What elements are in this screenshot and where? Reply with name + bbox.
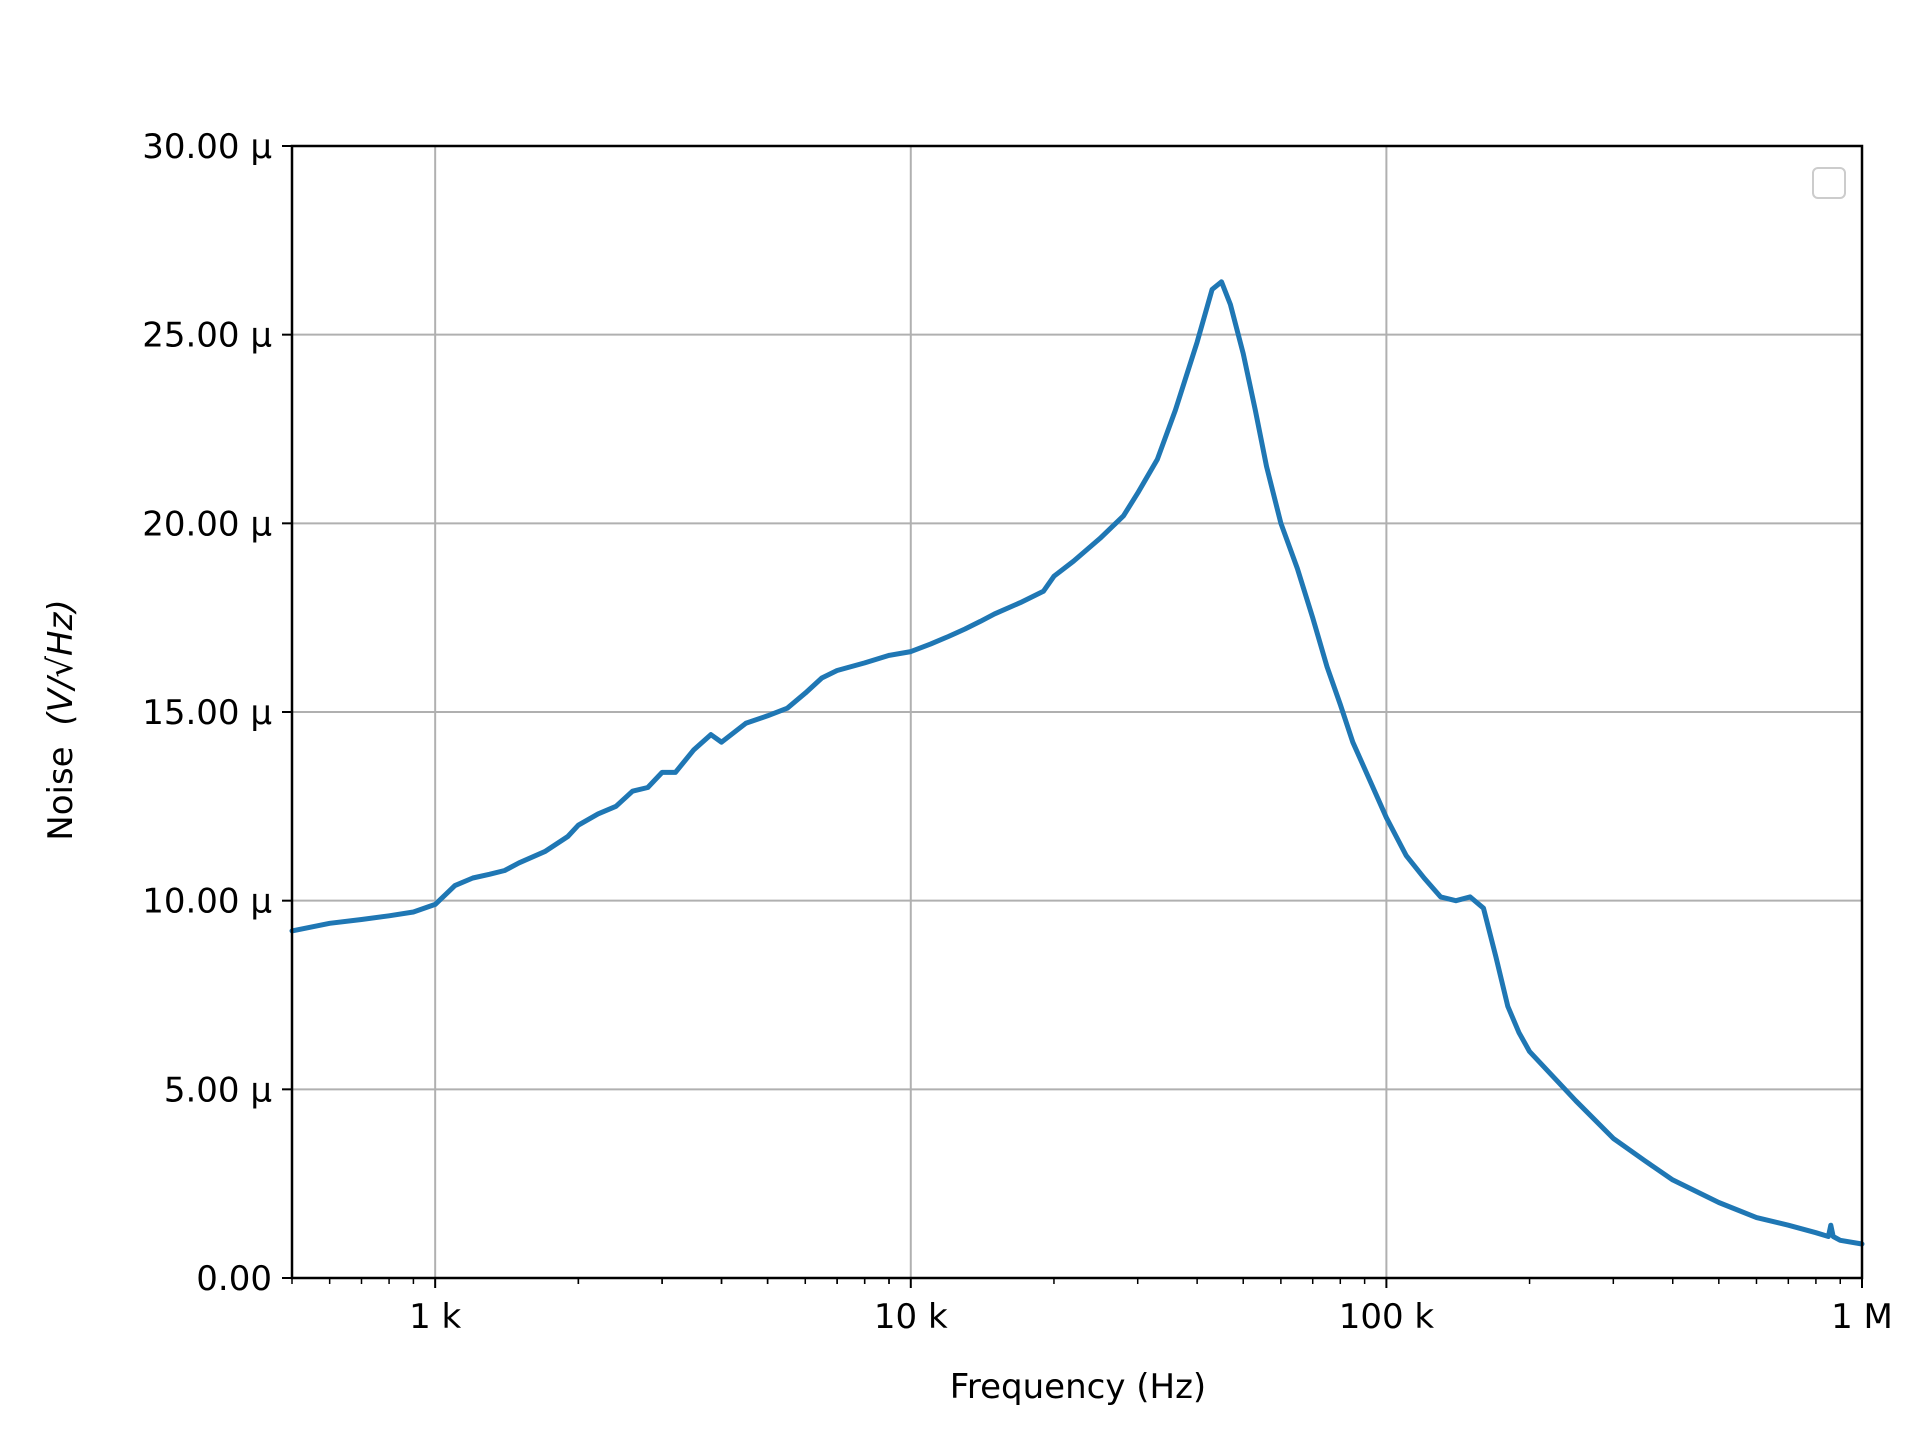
y-axis-label-text: Noise xyxy=(41,746,81,840)
y-axis-label: Noise (V/√Hz) xyxy=(41,599,81,840)
y-tick-label: 10.00 µ xyxy=(142,882,272,922)
grid-lines xyxy=(292,145,1863,1279)
y-tick-label: 5.00 µ xyxy=(164,1070,272,1110)
noise-series-line xyxy=(289,279,1865,1247)
y-tick-label: 30.00 µ xyxy=(142,127,272,167)
series-layer xyxy=(289,279,1865,1247)
tick-marks xyxy=(282,145,1863,1288)
y-tick-label: 15.00 µ xyxy=(142,693,272,733)
x-tick-label: 10 k xyxy=(874,1297,948,1337)
y-tick-label: 25.00 µ xyxy=(142,316,272,356)
y-axis-label-group: Noise (V/√Hz) xyxy=(41,599,81,840)
tick-labels: 1 k 10 k 100 k 1 M 0.00 5.00 µ 10.00 µ 15.00 µ 2… xyxy=(142,127,1893,1337)
x-tick-label: 1 k xyxy=(409,1297,461,1337)
legend-box xyxy=(1812,167,1846,199)
y-axis-label-unit: (V/√Hz) xyxy=(41,599,81,725)
x-axis-label: Frequency (Hz) xyxy=(950,1367,1206,1407)
y-tick-label: 20.00 µ xyxy=(142,504,272,544)
y-tick-label: 0.00 xyxy=(196,1259,272,1299)
x-tick-label: 1 M xyxy=(1831,1297,1893,1337)
x-tick-label: 100 k xyxy=(1339,1297,1435,1337)
